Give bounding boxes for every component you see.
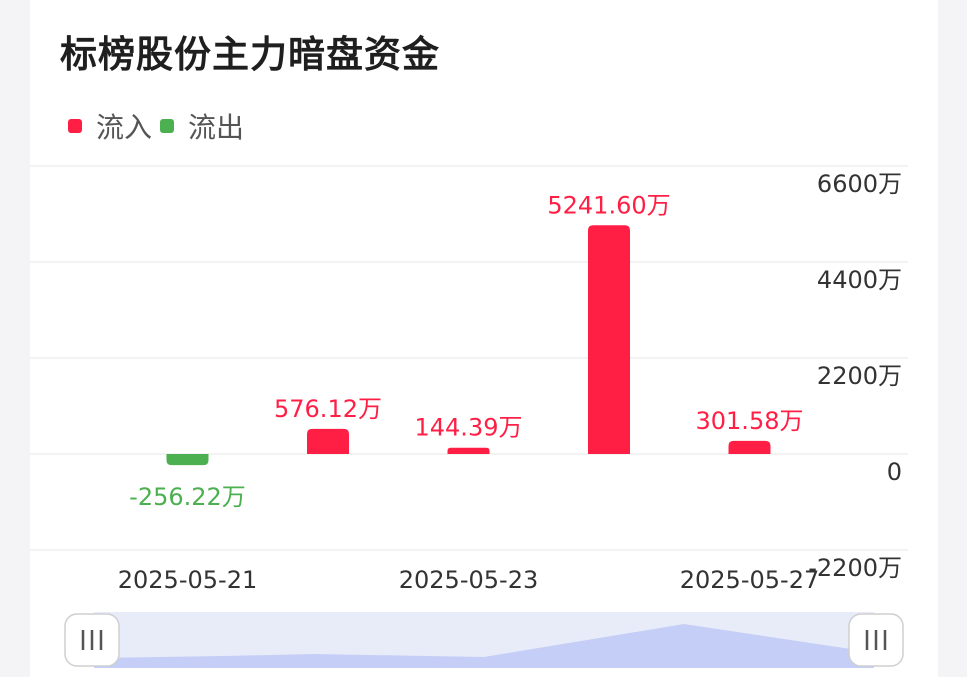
x-tick-label: 2025-05-27 <box>680 566 819 594</box>
bar <box>728 440 771 454</box>
right-grip-icon <box>865 630 887 650</box>
left-grip-icon <box>81 630 103 650</box>
page-title: 标榜股份主力暗盘资金 <box>60 33 440 76</box>
range-navigator[interactable] <box>64 612 904 668</box>
bar <box>166 454 209 466</box>
data-label: 301.58万 <box>696 407 804 435</box>
bar <box>307 428 349 454</box>
chart-card: 标榜股份主力暗盘资金 流入 流出 6600万 4400万 2200万 0 -2200万 -… <box>30 0 938 677</box>
y-tick-label: -2200万 <box>808 554 902 582</box>
x-tick-label: 2025-05-23 <box>399 566 538 594</box>
bar <box>447 447 490 454</box>
inflow-swatch-icon <box>68 119 82 133</box>
data-label: 576.12万 <box>274 395 382 423</box>
y-tick-label: 6600万 <box>817 170 902 198</box>
y-tick-label: 4400万 <box>817 266 902 294</box>
legend-item-inflow[interactable]: 流入 <box>68 106 152 146</box>
legend-item-outflow[interactable]: 流出 <box>160 106 244 146</box>
legend: 流入 流出 <box>68 108 252 144</box>
data-label: 144.39万 <box>415 414 523 442</box>
y-tick-label: 0 <box>887 458 902 486</box>
data-label: -256.22万 <box>129 483 246 511</box>
bar-chart: 6600万 4400万 2200万 0 -2200万 -256.22万 576.12万 144… <box>30 165 908 594</box>
bar <box>588 225 630 454</box>
navigator-left-handle[interactable] <box>64 613 120 667</box>
navigator-area <box>94 624 874 668</box>
navigator-right-handle[interactable] <box>848 613 904 667</box>
legend-label-outflow: 流出 <box>188 111 245 144</box>
data-label: 5241.60万 <box>547 191 670 219</box>
legend-label-inflow: 流入 <box>96 111 153 144</box>
x-tick-label: 2025-05-21 <box>118 566 257 594</box>
outflow-swatch-icon <box>160 119 175 133</box>
y-tick-label: 2200万 <box>817 362 902 390</box>
